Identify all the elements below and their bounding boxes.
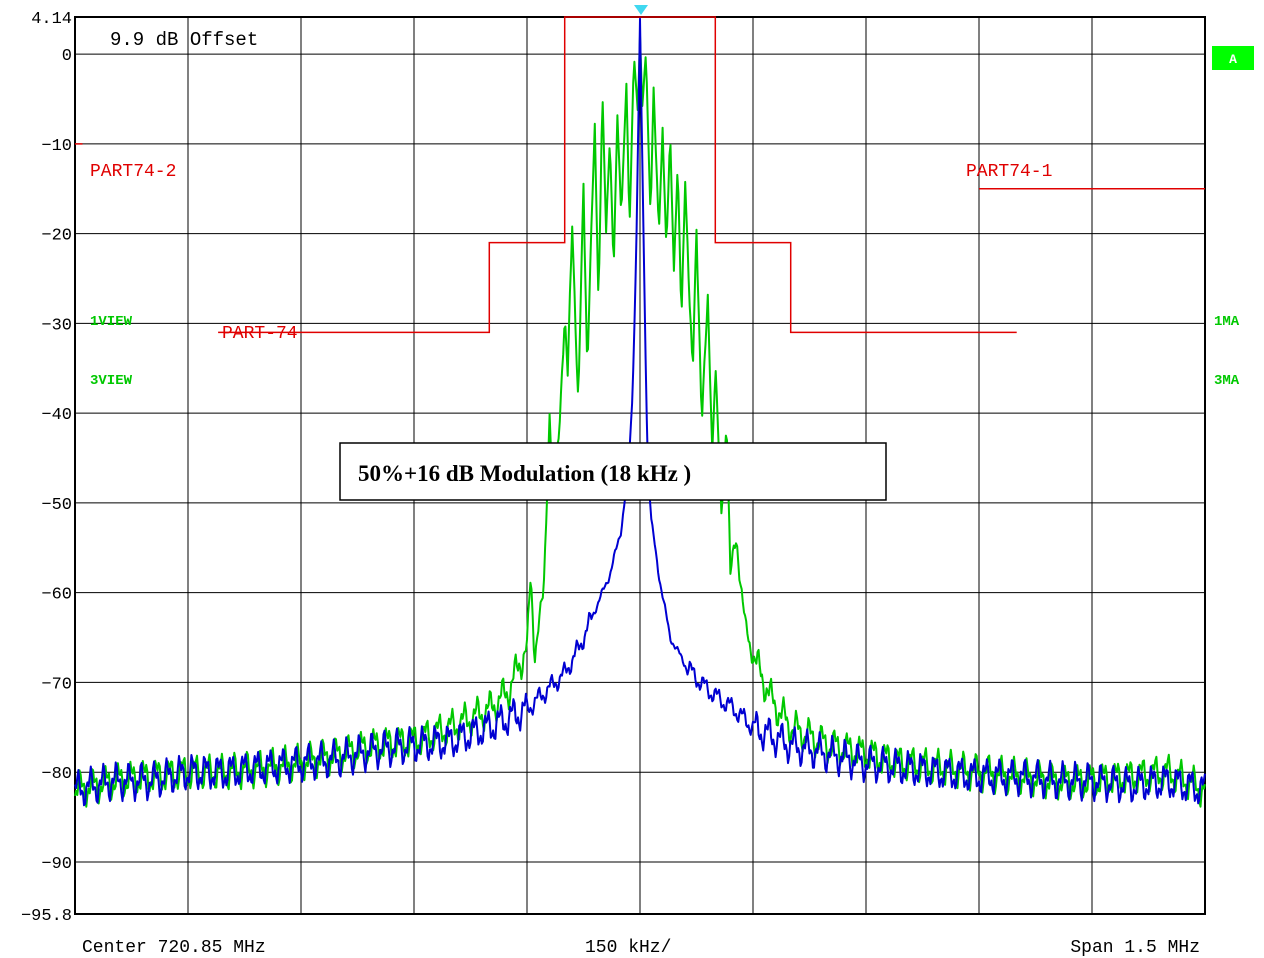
traces-layer [74, 17, 1206, 808]
center-frequency-label: Center 720.85 MHz [82, 938, 266, 958]
y-tick-label: −20 [41, 227, 72, 246]
y-tick-label: −60 [41, 586, 72, 605]
trace-badge-label: A [1229, 52, 1237, 67]
trace-1-left-label: 1VIEW [90, 314, 133, 330]
y-tick-label: −50 [41, 496, 72, 515]
y-tick-label: −90 [41, 855, 72, 874]
trace-3-left-label: 3VIEW [90, 373, 133, 389]
grid-layer [74, 16, 1206, 915]
marker-icon [634, 5, 648, 15]
frequency-per-division-label: 150 kHz/ [585, 938, 671, 958]
y-tick-label: −10 [41, 137, 72, 156]
limit-label-part74-2: PART74-2 [90, 162, 176, 182]
limit-label-part74: PART-74 [222, 324, 298, 344]
offset-label: 9.9 dB Offset [110, 29, 258, 51]
y-tick-label: 0 [62, 47, 72, 66]
trace-3-right-label: 3MA [1214, 373, 1240, 389]
limit-label-part74-1: PART74-1 [966, 162, 1052, 182]
labels-layer: 4.14 0 −10 −20 −30 −40 −50 −60 −70 −80 −90 −95.8 [21, 10, 72, 926]
limit-line-part-74 [218, 16, 1017, 334]
y-tick-label: −30 [41, 316, 72, 335]
span-label: Span 1.5 MHz [1070, 938, 1200, 958]
y-tick-label: −40 [41, 406, 72, 425]
trace-3view [74, 17, 1206, 807]
y-tick-label: −80 [41, 765, 72, 784]
y-tick-label: −70 [41, 675, 72, 694]
y-tick-label: −95.8 [21, 907, 72, 926]
annotation-box-frame [339, 442, 887, 501]
y-tick-label: 4.14 [31, 10, 72, 29]
annotation-box: 50%+16 dB Modulation (18 kHz ) [339, 442, 887, 501]
trace-badge-box [1212, 46, 1254, 70]
limit-lines-layer [75, 16, 1205, 334]
annotation-text: 50%+16 dB Modulation (18 kHz ) [358, 461, 691, 486]
trace-1-right-label: 1MA [1214, 314, 1240, 330]
trace-badge: A [1212, 46, 1254, 70]
